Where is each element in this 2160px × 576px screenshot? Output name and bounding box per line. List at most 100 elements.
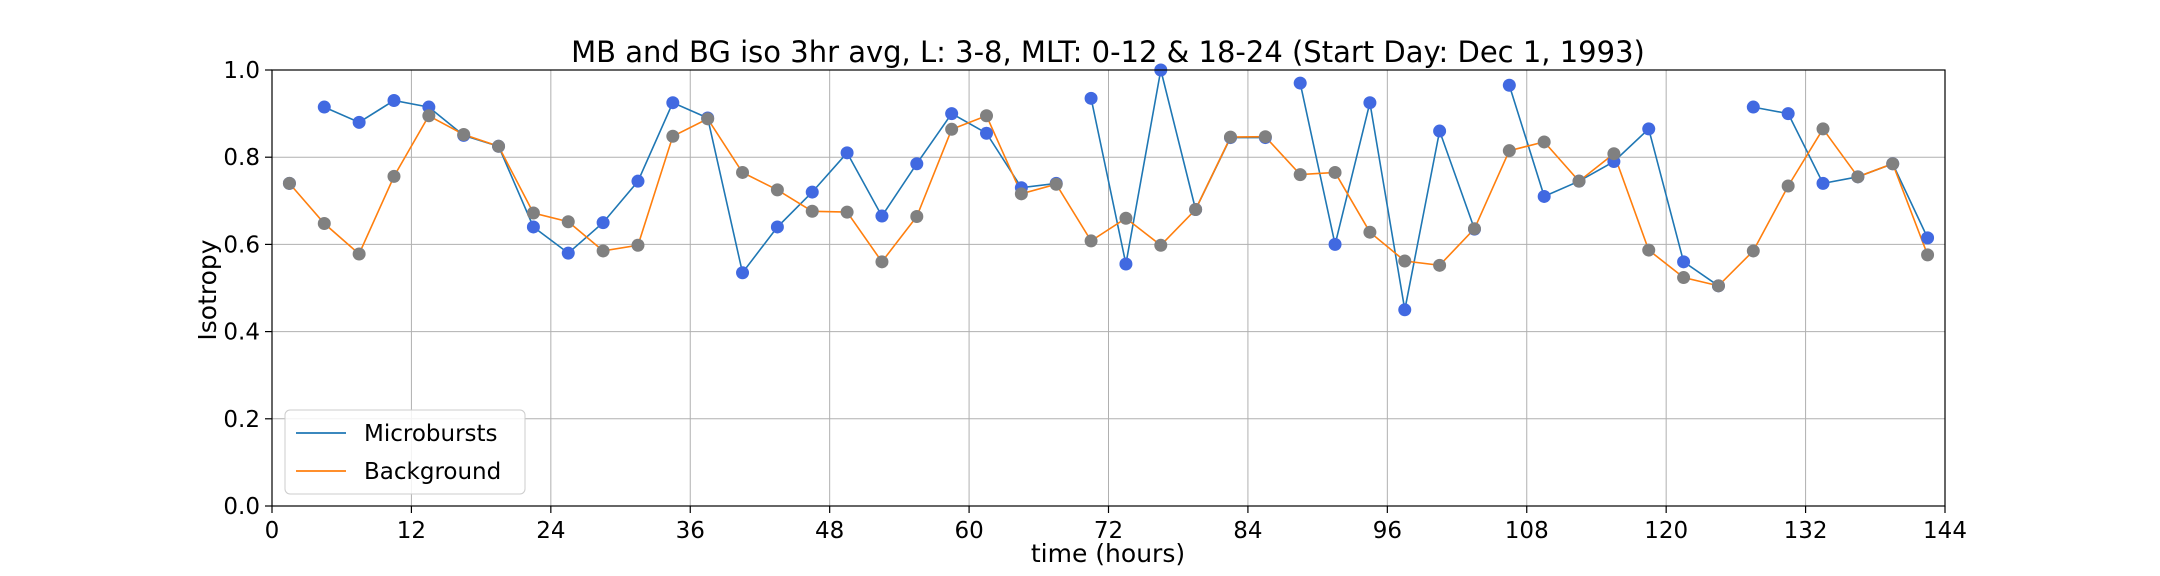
background-point (387, 169, 401, 183)
microbursts-point (945, 107, 959, 121)
background-point (422, 109, 436, 123)
background-point (1886, 157, 1900, 171)
background-point (701, 112, 715, 126)
background-point (1049, 177, 1063, 191)
background-point (945, 122, 959, 136)
microbursts-point (1781, 107, 1795, 121)
microbursts-point (1921, 231, 1935, 245)
background-point (1398, 254, 1412, 268)
background-point (1851, 170, 1865, 184)
microbursts-point (1328, 237, 1342, 251)
background-point (1677, 271, 1691, 285)
background-point (282, 176, 296, 190)
x-tick-label: 0 (265, 518, 280, 544)
background-point (1537, 135, 1551, 149)
y-tick-label: 0.8 (223, 145, 260, 171)
microbursts-point (980, 126, 994, 140)
legend-box (284, 409, 526, 495)
background-point (317, 216, 331, 230)
y-tick-label: 0.2 (223, 407, 260, 433)
microbursts-point (1084, 91, 1098, 105)
background-point (1328, 165, 1342, 179)
background-point (666, 129, 680, 143)
y-axis-label: Isotropy (193, 239, 222, 340)
x-axis-label: time (hours) (1031, 539, 1185, 568)
background-point (631, 238, 645, 252)
x-tick-label: 12 (397, 518, 426, 544)
background-point (1363, 225, 1377, 239)
x-tick-label: 132 (1784, 518, 1828, 544)
microbursts-point (1293, 76, 1307, 90)
legend-microbursts-label: Microbursts (364, 421, 498, 447)
microbursts-point (596, 216, 610, 230)
microbursts-point (1433, 124, 1447, 138)
x-tick-label: 96 (1373, 518, 1402, 544)
background-point (1642, 243, 1656, 257)
y-tick-label: 0.6 (223, 232, 260, 258)
x-tick-label: 108 (1505, 518, 1549, 544)
background-point (736, 165, 750, 179)
background-point (840, 205, 854, 219)
microbursts-point (840, 146, 854, 160)
background-point (1258, 130, 1272, 144)
legend: Microbursts Background (284, 409, 526, 495)
background-point (1014, 187, 1028, 201)
y-tick-label: 0.0 (223, 494, 260, 520)
axis-ticks: 0 12 24 36 48 60 72 84 96 108 120 132 144 0.0 0.2 0.4 0.… (223, 58, 1967, 544)
microbursts-point (352, 115, 366, 129)
x-tick-label: 36 (676, 518, 705, 544)
microbursts-point (1642, 122, 1656, 136)
microbursts-point (1363, 96, 1377, 110)
background-point (1293, 168, 1307, 182)
chart-title: MB and BG iso 3hr avg, L: 3-8, MLT: 0-12… (571, 35, 1645, 69)
microbursts-point (736, 266, 750, 280)
microbursts-point (666, 96, 680, 110)
microbursts-point (910, 157, 924, 171)
background-point (352, 247, 366, 261)
background-point (1711, 279, 1725, 293)
background-point (1223, 130, 1237, 144)
microbursts-point (1537, 189, 1551, 203)
microbursts-point (805, 185, 819, 199)
microbursts-point (1816, 176, 1830, 190)
background-point (526, 206, 540, 220)
background-point (1607, 147, 1621, 161)
x-tick-label: 60 (954, 518, 983, 544)
x-tick-label: 84 (1233, 518, 1262, 544)
microbursts-point (561, 246, 575, 260)
microbursts-point (875, 209, 889, 223)
microbursts-point (526, 220, 540, 234)
background-point (596, 244, 610, 258)
background-point (1119, 211, 1133, 225)
microbursts-point (770, 220, 784, 234)
background-point (1433, 258, 1447, 272)
microbursts-line (1508, 85, 1719, 287)
microbursts-point (1502, 78, 1516, 92)
microbursts-line (1753, 106, 1929, 239)
background-point (1189, 203, 1203, 217)
background-point (1921, 248, 1935, 262)
background-point (805, 204, 819, 218)
background-point (1154, 238, 1168, 252)
microbursts-point (631, 174, 645, 188)
microbursts-point (1119, 257, 1133, 271)
background-point (1502, 144, 1516, 158)
background-point (875, 255, 889, 269)
background-point (1816, 122, 1830, 136)
background-point (1781, 179, 1795, 193)
microbursts-line (1090, 69, 1266, 265)
x-tick-label: 72 (1094, 518, 1123, 544)
microbursts-line (1299, 82, 1476, 310)
background-point (980, 109, 994, 123)
background-point (1467, 222, 1481, 236)
background-point (492, 139, 506, 153)
x-tick-label: 120 (1644, 518, 1688, 544)
background-point (457, 128, 471, 142)
microbursts-line (323, 99, 1057, 275)
microbursts-point (317, 100, 331, 114)
background-point (770, 183, 784, 197)
x-tick-label: 24 (536, 518, 565, 544)
microbursts-point (1746, 100, 1760, 114)
background-point (561, 215, 575, 229)
background-point (910, 209, 924, 223)
